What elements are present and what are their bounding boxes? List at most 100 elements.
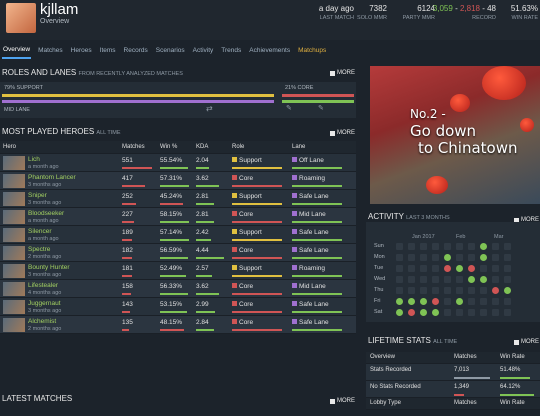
table-row[interactable]: Stats Recorded 7,013 51.48% [366,364,540,381]
hero-portrait[interactable] [3,156,25,170]
activity-day-dot[interactable] [396,309,403,316]
table-row[interactable]: Bloodseeker a month ago 227 58.15% 2.81 Core M… [0,208,356,226]
activity-day-empty [504,243,511,250]
activity-day-dot[interactable] [456,265,463,272]
hero-name[interactable]: Alchemist [28,318,57,325]
activity-day-dot[interactable] [480,254,487,261]
hero-portrait[interactable] [3,264,25,278]
hero-name[interactable]: Silencer [28,228,52,235]
profile-nav: Overview Matches Heroes Items Records Sc… [0,42,360,59]
avatar[interactable] [6,3,36,33]
matches-value: 189 [122,229,133,236]
tab-overview[interactable]: Overview [2,42,32,59]
lifetime-more-button[interactable]: MORE [514,339,539,345]
activity-day-dot[interactable] [420,298,427,305]
table-row[interactable]: Juggernaut 3 months ago 143 53.15% 2.99 Core S… [0,298,356,316]
hero-portrait[interactable] [3,192,25,206]
role-label: Core [239,283,254,290]
tab-trends[interactable]: Trends [221,46,242,54]
latest-more-button[interactable]: MORE [330,398,355,404]
activity-day-dot[interactable] [492,287,499,294]
lane-label: Mid Lane [299,211,326,218]
hero-name[interactable]: Lich [28,156,40,163]
activity-day-dot[interactable] [444,254,451,261]
activity-day-dot[interactable] [468,265,475,272]
tab-activity[interactable]: Activity [192,46,214,54]
lane-icon [292,175,297,180]
hero-portrait[interactable] [3,174,25,188]
activity-day-dot[interactable] [456,298,463,305]
table-row[interactable]: Alchemist 2 months ago 135 48.15% 2.84 Core Sa… [0,316,356,334]
hero-portrait[interactable] [3,246,25,260]
activity-day-empty [420,276,427,283]
activity-day-dot[interactable] [468,276,475,283]
tab-records[interactable]: Records [123,46,148,54]
hero-portrait[interactable] [3,210,25,224]
activity-day-dot[interactable] [480,243,487,250]
activity-day-dot[interactable] [408,298,415,305]
table-row[interactable]: Silencer a month ago 189 57.14% 2.42 Support S… [0,226,356,244]
activity-day-empty [456,243,463,250]
lane-label: Roaming [299,265,326,272]
role-bar [232,167,282,169]
table-row[interactable]: Sniper 3 months ago 252 45.24% 2.81 Support Sa… [0,190,356,208]
lane-label: Roaming [299,175,326,182]
core-icon [232,301,237,306]
role-value: Core [232,211,253,218]
hero-name[interactable]: Bounty Hunter [28,264,70,271]
tab-matchups[interactable]: Matchups [298,46,327,54]
lane-value: Mid Lane [292,211,326,218]
lane-label: Safe Lane [299,229,329,236]
hero-portrait[interactable] [3,282,25,296]
hero-portrait[interactable] [3,318,25,332]
roles-more-button[interactable]: MORE [330,70,355,76]
activity-day-dot[interactable] [444,265,451,272]
tab-items[interactable]: Items [99,46,116,54]
tab-achievements[interactable]: Achievements [249,46,291,54]
winrate-value: 57.14% [160,229,183,236]
activity-day-dot[interactable] [432,309,439,316]
role-value: Core [232,175,253,182]
hero-portrait[interactable] [3,300,25,314]
table-row[interactable]: No Stats Recorded 1,349 64.12% [366,381,540,398]
activity-more-button[interactable]: MORE [514,217,539,223]
tab-scenarios[interactable]: Scenarios [155,46,185,54]
hero-name[interactable]: Bloodseeker [28,210,65,217]
table-row[interactable]: Lich a month ago 551 55.54% 2.04 Support Off L… [0,154,356,172]
winrate-value: 56.33% [160,283,183,290]
activity-day-dot[interactable] [480,276,487,283]
table-row[interactable]: Lifestealer 4 months ago 158 56.33% 3.62 Core… [0,280,356,298]
table-row[interactable]: Phantom Lancer 3 months ago 417 57.31% 3.62 C… [0,172,356,190]
hero-portrait[interactable] [3,228,25,242]
lane-label: Off Lane [299,157,324,164]
stat-solo-mmr: 7382 SOLO MMR [357,4,387,21]
hero-name[interactable]: Phantom Lancer [28,174,76,181]
activity-day-dot[interactable] [504,287,511,294]
hero-name[interactable]: Sniper [28,192,47,199]
matches-value: 551 [122,157,133,164]
matches-bar [454,394,464,396]
chinatown-promo-image[interactable]: No.2 - Go down to Chinatown [370,66,540,204]
lane-bar [292,167,342,169]
activity-day-empty [396,243,403,250]
hero-name[interactable]: Spectre [28,246,51,253]
heroes-more-button[interactable]: MORE [330,130,355,136]
plus-icon [514,339,519,345]
table-header: Overview Matches Win Rate [366,352,540,364]
tab-matches[interactable]: Matches [38,46,63,54]
hero-name[interactable]: Lifestealer [28,282,58,289]
plus-icon [514,217,519,223]
kda-value: 2.99 [196,301,209,308]
table-row[interactable]: Spectre 2 months ago 182 56.59% 4.44 Core Safe… [0,244,356,262]
tab-heroes[interactable]: Heroes [70,46,92,54]
activity-day-dot[interactable] [432,298,439,305]
kda-value: 3.62 [196,283,209,290]
plus-icon [330,130,335,136]
activity-day-dot[interactable] [420,309,427,316]
kda-value: 2.84 [196,319,209,326]
activity-day-dot[interactable] [408,309,415,316]
hero-name[interactable]: Juggernaut [28,300,61,307]
activity-day-dot[interactable] [396,298,403,305]
matches-bar [454,377,490,379]
table-row[interactable]: Bounty Hunter 3 months ago 181 52.49% 2.57 Su… [0,262,356,280]
